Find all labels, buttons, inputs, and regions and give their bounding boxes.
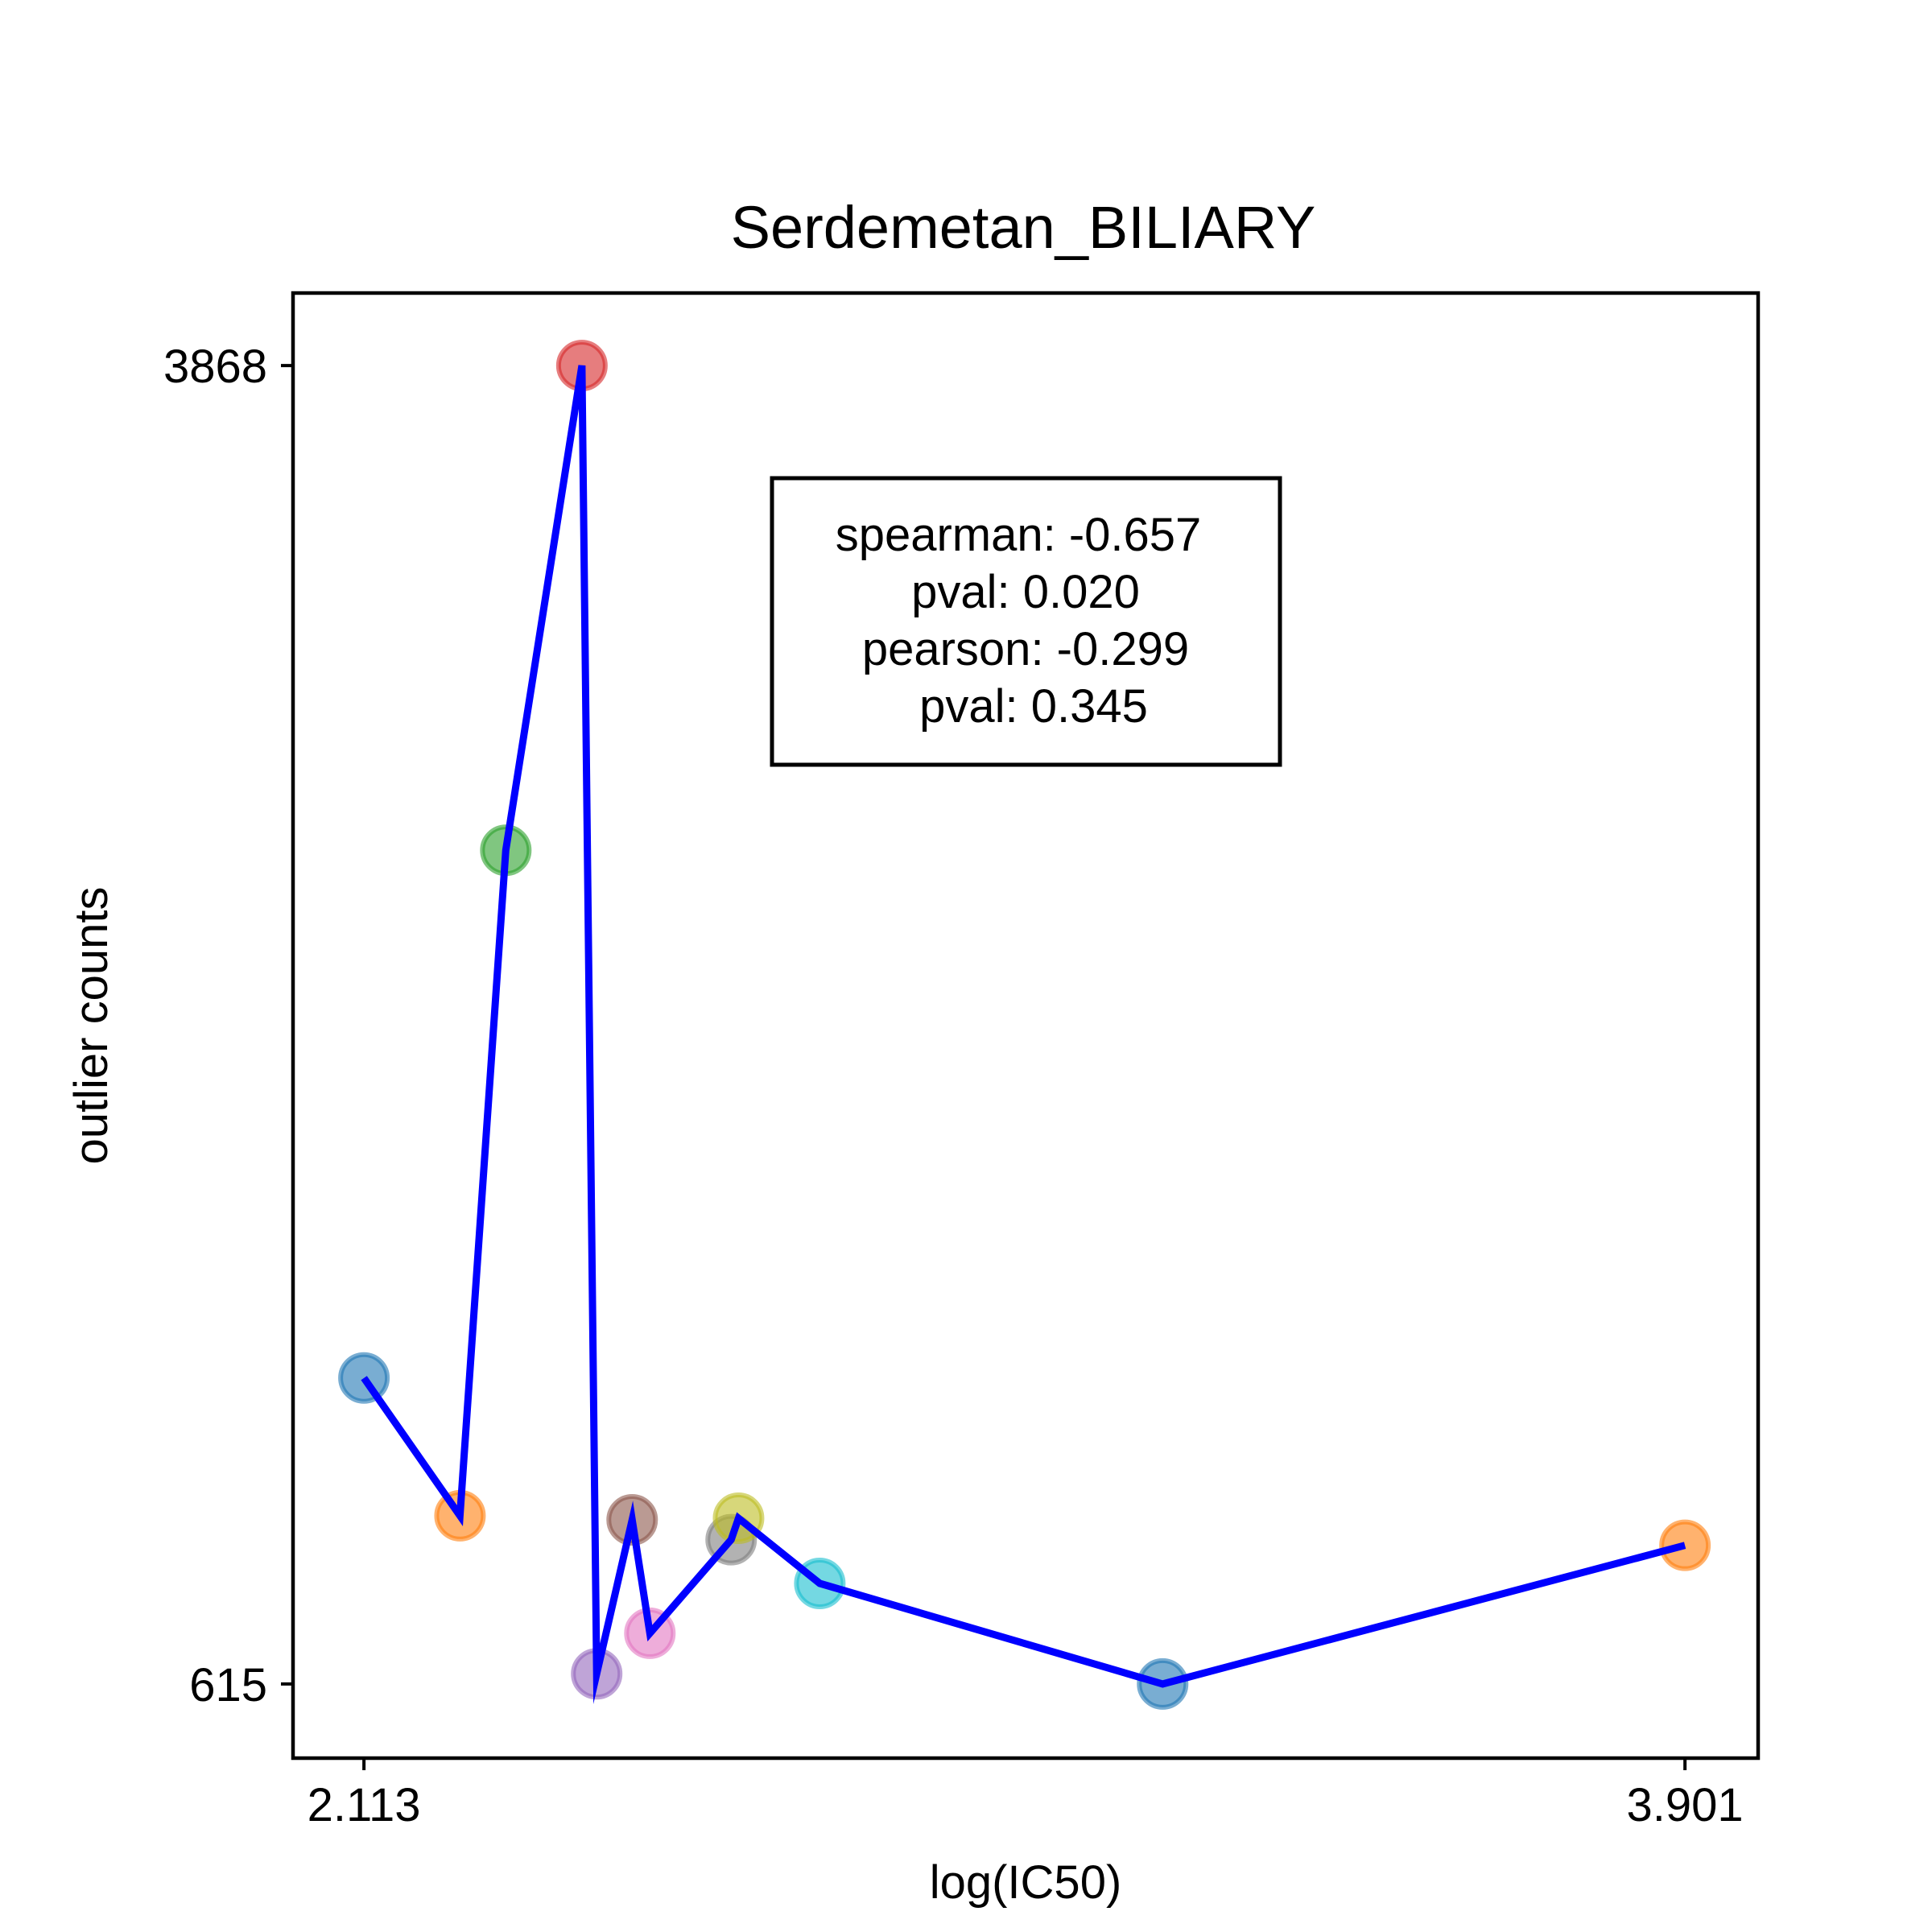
plot-area [338,340,1711,1710]
plot-frame [291,291,1761,1761]
stats-pearson: pearson: -0.299 [862,623,1189,675]
x-tick-label-1: 2.113 [308,1779,421,1831]
x-tick-label-2: 3.901 [1627,1779,1744,1831]
x-axis-label: log(IC50) [930,1856,1122,1909]
axes: 2.113 3.901 615 3868 [163,341,1744,1831]
stats-pearson-pval: pval: 0.345 [919,680,1148,733]
data-point-12 [1659,1519,1711,1571]
series-line [361,365,1686,1705]
stats-spearman: spearman: -0.657 [836,509,1202,561]
y-axis-label: outlier counts [65,887,118,1165]
stats-box-frame [770,476,1282,767]
stats-box: spearman: -0.657 pval: 0.020 pearson: -0… [770,476,1282,767]
y-tick-label-1: 615 [189,1659,267,1711]
stats-spearman-pval: pval: 0.020 [911,566,1140,618]
chart-title: Serdemetan_BILIARY [731,194,1316,261]
y-tick-label-2: 3868 [163,341,267,393]
data-point-1 [338,1352,390,1404]
